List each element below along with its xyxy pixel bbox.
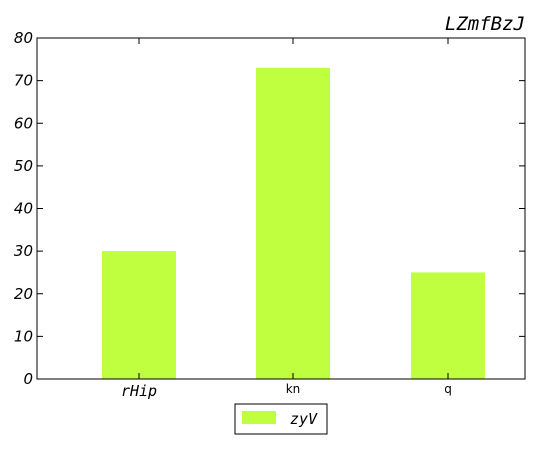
x-tick-label: kn — [286, 382, 301, 396]
y-tick-label: 70 — [14, 72, 33, 90]
y-tick-label: 30 — [14, 242, 33, 260]
legend-label: zyV — [290, 410, 318, 428]
y-tick-label: 0 — [23, 370, 33, 388]
legend-swatch — [242, 411, 276, 424]
y-tick-label: 50 — [14, 157, 33, 175]
y-axis: 0 10 20 30 40 50 60 70 80 — [14, 29, 525, 388]
y-tick-label: 40 — [14, 200, 33, 218]
x-axis: rHip kn q — [121, 38, 452, 400]
bar-rHip — [102, 251, 176, 379]
bar-kn — [256, 67, 330, 380]
y-tick-label: 20 — [14, 285, 33, 303]
y-tick-label: 80 — [14, 29, 33, 47]
y-tick-label: 60 — [14, 114, 33, 132]
chart-title: LZmfBzJ — [445, 13, 525, 35]
bars-group — [102, 67, 485, 380]
x-tick-label: rHip — [121, 382, 157, 400]
bar-q — [411, 272, 485, 379]
legend: zyV — [234, 403, 328, 435]
plot-frame — [36, 37, 526, 380]
x-tick-label: q — [444, 382, 452, 396]
y-tick-label: 10 — [14, 327, 33, 345]
